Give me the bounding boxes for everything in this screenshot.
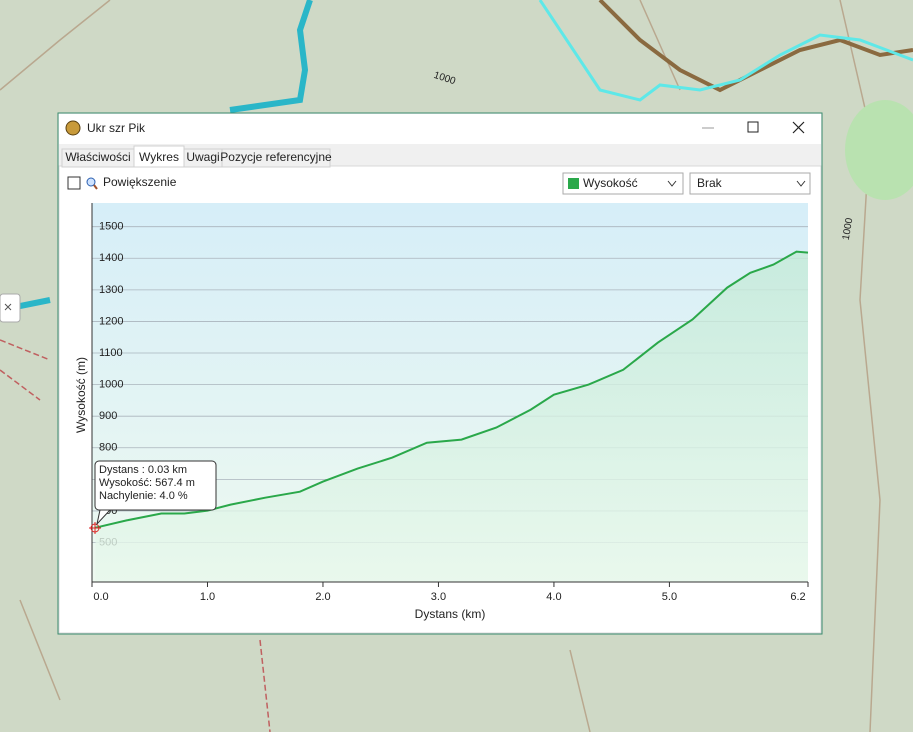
y-tick-label: 1000 bbox=[99, 379, 123, 391]
zoom-checkbox[interactable] bbox=[67, 176, 81, 190]
tooltip bbox=[94, 460, 217, 511]
dropdown-arrow bbox=[796, 180, 806, 187]
line bbox=[95, 250, 809, 529]
x-axis-label: Dystans (km) bbox=[415, 607, 486, 621]
legend-label[interactable]: Wysokość bbox=[583, 176, 638, 190]
legend-swatch bbox=[568, 178, 579, 189]
cursor-marker bbox=[89, 522, 101, 534]
close-icon bbox=[4, 303, 12, 311]
y-tick-label: 1500 bbox=[99, 221, 123, 233]
x-tick-label: 2.0 bbox=[315, 591, 330, 603]
tooltip-pointer bbox=[96, 509, 111, 526]
road bbox=[598, 0, 913, 93]
y-tick-label: 1200 bbox=[99, 315, 123, 327]
tab[interactable] bbox=[221, 148, 331, 168]
x-tick-label: 3.0 bbox=[431, 591, 446, 603]
zoom-icon bbox=[93, 184, 98, 190]
y-tick-label: 1100 bbox=[99, 347, 123, 359]
maximize-button[interactable] bbox=[747, 121, 759, 133]
x-tick-label: 4.0 bbox=[546, 591, 561, 603]
area bbox=[95, 251, 808, 582]
y-tick-label: 1400 bbox=[99, 252, 123, 264]
x-tick-label: 6.2 bbox=[790, 591, 805, 603]
dropdown-arrow bbox=[667, 180, 677, 187]
tooltip-line: Nachylenie: 4.0 % bbox=[99, 490, 188, 502]
route bbox=[229, 0, 313, 113]
y-tick-label: 900 bbox=[99, 410, 117, 422]
track bbox=[538, 0, 913, 102]
contour bbox=[0, 0, 881, 732]
close-button[interactable] bbox=[792, 121, 805, 134]
secondary-label: Brak bbox=[697, 176, 723, 190]
series-dropdown[interactable] bbox=[562, 172, 684, 195]
tab-label[interactable]: Wykres bbox=[139, 150, 179, 164]
tab-label[interactable]: Uwagi bbox=[186, 150, 219, 164]
y-tick-label: 800 bbox=[99, 442, 117, 454]
window-title: Ukr szr Pik bbox=[87, 121, 146, 135]
y-tick-label: 1300 bbox=[99, 284, 123, 296]
x-tick-label: 1.0 bbox=[200, 591, 215, 603]
forest bbox=[845, 100, 913, 200]
tooltip-line: Wysokość: 567.4 m bbox=[99, 477, 195, 489]
zoom-label[interactable]: Powiększenie bbox=[103, 175, 177, 189]
path bbox=[0, 339, 271, 732]
zoom-icon bbox=[86, 177, 96, 187]
x-tick-label: 5.0 bbox=[662, 591, 677, 603]
app-icon bbox=[65, 120, 81, 136]
tooltip-line: Dystans : 0.03 km bbox=[99, 464, 187, 476]
tab-label[interactable]: Właściwości bbox=[65, 150, 130, 164]
map-popup[interactable] bbox=[0, 293, 21, 323]
map-label: 1000 bbox=[841, 217, 856, 241]
y-axis-label: Wysokość (m) bbox=[74, 357, 88, 433]
title-bar bbox=[59, 114, 821, 144]
secondary-dropdown[interactable] bbox=[689, 172, 811, 195]
tab-label[interactable]: Pozycje referencyjne bbox=[220, 150, 332, 164]
x-tick-label: 0.0 bbox=[93, 591, 108, 603]
